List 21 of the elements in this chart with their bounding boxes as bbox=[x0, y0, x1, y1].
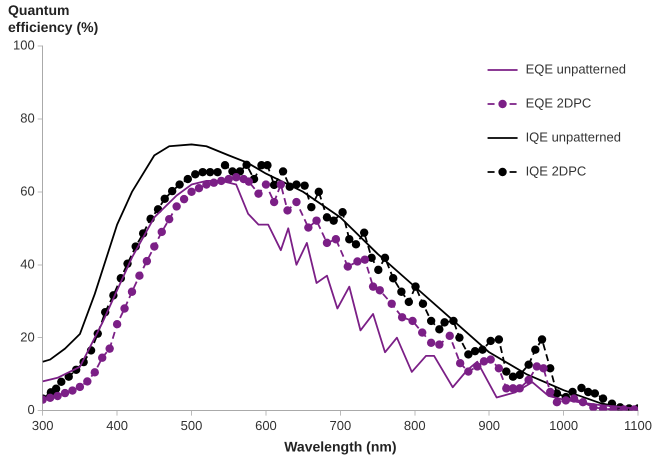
x-tick-label: 300 bbox=[32, 418, 54, 433]
legend-label: IQE unpatterned bbox=[526, 130, 621, 145]
y-tick-label: 100 bbox=[12, 38, 35, 53]
x-tick-label: 700 bbox=[330, 418, 352, 433]
y-tick-label: 0 bbox=[27, 402, 35, 418]
x-tick-label: 500 bbox=[180, 418, 202, 433]
legend-label: IQE 2DPC bbox=[526, 164, 586, 179]
x-axis-title: Wavelength (nm) bbox=[284, 438, 396, 454]
x-tick-label: 600 bbox=[255, 418, 277, 433]
y-tick-label: 80 bbox=[20, 110, 35, 126]
x-tick-label: 1100 bbox=[624, 418, 652, 433]
y-axis-title: Quantum efficiency (%) bbox=[8, 2, 100, 36]
y-tick-label: 20 bbox=[20, 329, 35, 344]
x-tick-label: 900 bbox=[478, 418, 500, 433]
x-tick-label: 400 bbox=[106, 418, 128, 433]
y-tick-label: 40 bbox=[20, 256, 35, 272]
y-tick-label: 60 bbox=[20, 183, 35, 198]
x-tick-label: 800 bbox=[404, 418, 426, 433]
legend-label: EQE unpatterned bbox=[526, 62, 626, 77]
x-tick-label: 1000 bbox=[549, 418, 578, 433]
legend-label: EQE 2DPC bbox=[526, 96, 592, 111]
